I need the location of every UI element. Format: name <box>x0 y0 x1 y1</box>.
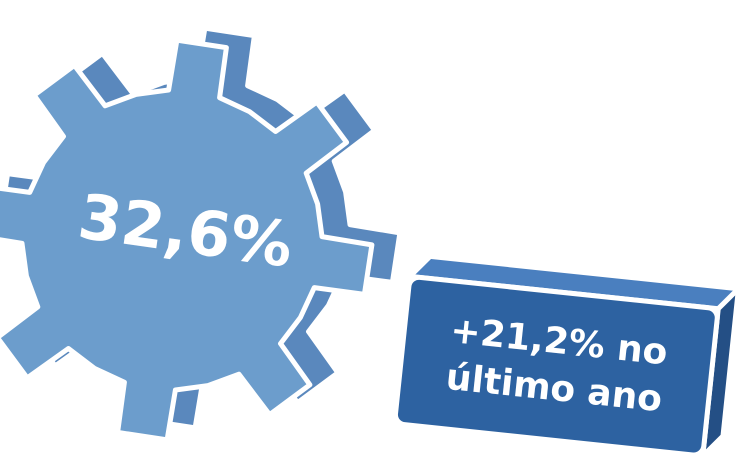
gear: 32,6% <box>0 25 403 443</box>
badge: +21,2% no último ano <box>392 253 741 459</box>
badge-face <box>392 274 720 458</box>
gear-face <box>0 37 375 443</box>
